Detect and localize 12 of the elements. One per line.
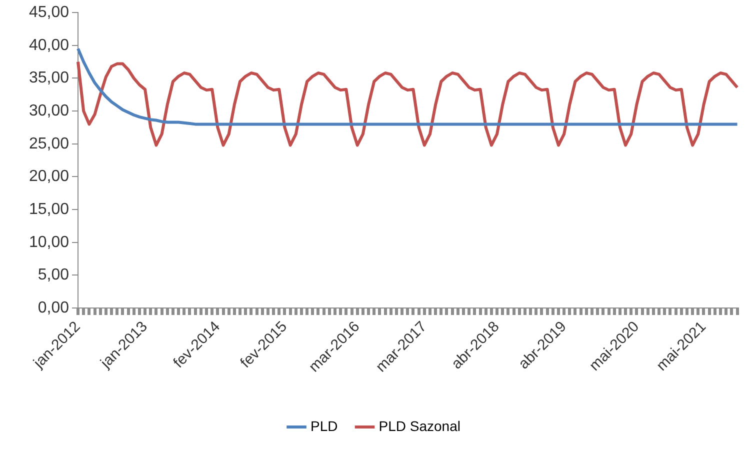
legend-label: PLD Sazonal — [378, 418, 460, 434]
y-tick-label: 5,00 — [38, 266, 70, 284]
y-tick-label: 20,00 — [28, 168, 70, 186]
y-tick-label: 45,00 — [28, 4, 70, 22]
y-tick-label: 40,00 — [28, 36, 70, 54]
y-tick-label: 15,00 — [28, 200, 70, 218]
y-tick-label: 0,00 — [38, 299, 70, 316]
y-tick-label: 25,00 — [28, 135, 70, 152]
y-tick-label: 10,00 — [28, 234, 70, 251]
y-tick-label: 30,00 — [28, 102, 70, 120]
y-tick-label: 35,00 — [28, 70, 70, 87]
legend-label: PLD — [310, 418, 338, 434]
